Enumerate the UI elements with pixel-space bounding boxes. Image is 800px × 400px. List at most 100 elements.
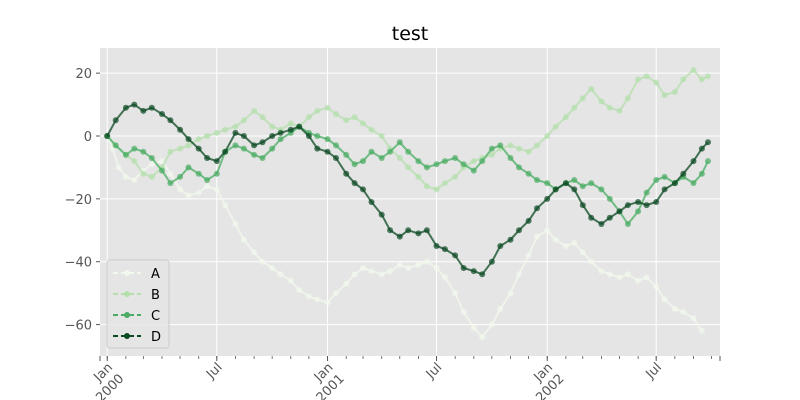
- series-point: [671, 305, 678, 312]
- legend-box: [106, 259, 170, 349]
- y-tick-label: 20: [75, 67, 92, 82]
- series-point: [433, 265, 440, 271]
- series-point: [544, 180, 551, 187]
- series-point: [387, 268, 394, 275]
- series-point: [460, 265, 467, 271]
- series-point: [396, 261, 403, 268]
- legend-label: B: [151, 288, 160, 303]
- series-point: [195, 189, 202, 196]
- series-point: [415, 158, 422, 165]
- series-point: [333, 290, 339, 297]
- series-point: [360, 158, 366, 165]
- series-point: [222, 148, 229, 155]
- series-point: [616, 208, 623, 215]
- series-point: [643, 202, 650, 209]
- series-point: [690, 158, 697, 165]
- series-point: [479, 158, 486, 165]
- series-point: [606, 214, 613, 221]
- series-point: [653, 177, 660, 183]
- series-point: [222, 202, 229, 209]
- series-point: [343, 170, 350, 177]
- series-point: [488, 151, 495, 158]
- series-point: [624, 202, 631, 209]
- series-point: [122, 104, 129, 111]
- series-point: [433, 161, 440, 168]
- series-point: [488, 145, 495, 152]
- series-point: [333, 142, 339, 149]
- series-point: [387, 148, 394, 155]
- series-point: [195, 145, 202, 152]
- series-point: [204, 133, 211, 139]
- series-point: [167, 117, 174, 124]
- series-point: [343, 280, 350, 287]
- series-point: [351, 271, 358, 278]
- series-point: [324, 148, 331, 155]
- series-point: [525, 252, 532, 259]
- series-point: [396, 139, 403, 146]
- series-point: [588, 258, 595, 265]
- y-tick-label: −60: [65, 319, 92, 334]
- series-point: [507, 290, 514, 297]
- series-point: [635, 208, 642, 215]
- series-point: [324, 104, 331, 111]
- series-point: [534, 205, 540, 212]
- series-point: [488, 258, 495, 265]
- series-point: [213, 170, 220, 177]
- series-point: [232, 142, 239, 149]
- series-point: [115, 164, 122, 171]
- series-point: [616, 274, 623, 281]
- series-point: [588, 214, 595, 221]
- series-point: [653, 199, 660, 205]
- series-point: [470, 158, 477, 165]
- plot-area: [100, 48, 720, 356]
- series-point: [698, 327, 705, 334]
- series-point: [624, 95, 631, 102]
- series-point: [343, 151, 350, 158]
- series-point: [698, 170, 705, 177]
- series-point: [177, 145, 184, 152]
- series-point: [433, 243, 440, 249]
- series-point: [460, 309, 467, 315]
- series-point: [516, 271, 522, 278]
- series-point: [396, 155, 403, 161]
- series-point: [240, 236, 247, 243]
- series-point: [360, 265, 366, 271]
- series-point: [360, 120, 366, 127]
- series-point: [269, 145, 276, 152]
- series-point: [571, 177, 578, 183]
- series-point: [378, 271, 385, 278]
- series-point: [112, 117, 119, 124]
- series-point: [167, 148, 174, 155]
- series-point: [305, 133, 312, 139]
- series-point: [240, 117, 247, 124]
- y-tick-label: −20: [65, 193, 92, 208]
- series-point: [122, 173, 129, 180]
- series-point: [690, 67, 697, 73]
- series-point: [232, 129, 239, 136]
- series-point: [296, 123, 303, 130]
- series-point: [606, 271, 613, 278]
- series-point: [148, 173, 155, 180]
- series-point: [387, 227, 394, 234]
- series-point: [661, 296, 668, 303]
- series-point: [606, 104, 613, 111]
- series-point: [544, 195, 551, 202]
- series-point: [314, 107, 321, 114]
- series-point: [415, 261, 422, 268]
- series-point: [516, 164, 522, 171]
- series-point: [287, 120, 294, 127]
- series-point: [251, 151, 258, 158]
- series-point: [441, 246, 448, 253]
- chart-title: test: [392, 23, 429, 45]
- series-point: [680, 170, 687, 177]
- series-point: [148, 155, 155, 161]
- series-point: [479, 271, 486, 278]
- series-point: [497, 142, 504, 149]
- series-point: [251, 142, 258, 149]
- series-point: [204, 183, 211, 190]
- series-point: [140, 107, 147, 114]
- series-point: [195, 136, 202, 143]
- series-point: [460, 161, 467, 168]
- series-point: [470, 167, 477, 174]
